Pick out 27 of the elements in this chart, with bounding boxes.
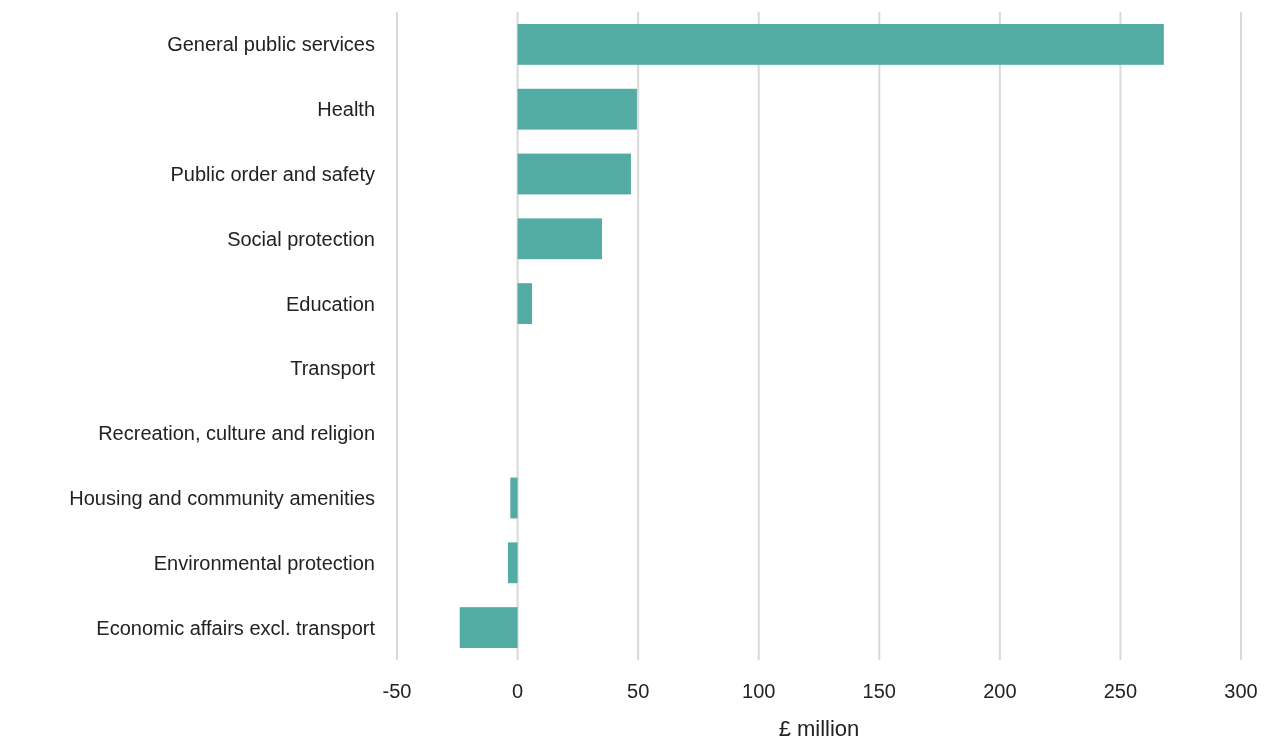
y-tick-label: Health <box>317 98 375 121</box>
x-tick-label: 300 <box>1224 680 1258 702</box>
y-tick-label: Social protection <box>227 227 375 250</box>
bar <box>517 23 1164 65</box>
x-tick-label: 0 <box>512 680 524 702</box>
y-tick-label: Housing and community amenities <box>69 487 375 509</box>
y-tick-label: General public services <box>167 33 375 56</box>
bar <box>510 477 518 519</box>
y-tick-label: Education <box>286 292 375 315</box>
x-tick-label: 100 <box>742 680 776 702</box>
bar <box>517 88 637 130</box>
x-tick-label: 50 <box>627 680 650 702</box>
bar <box>517 218 602 260</box>
bar <box>517 153 631 195</box>
y-tick-label: Recreation, culture and religion <box>98 422 375 445</box>
bar <box>517 283 533 325</box>
y-tick-label: Transport <box>290 357 376 380</box>
y-tick-label: Public order and safety <box>170 163 375 185</box>
x-tick-label: 150 <box>862 680 896 702</box>
bar <box>507 542 518 584</box>
y-tick-label: Economic affairs excl. transport <box>96 616 376 639</box>
x-tick-label: 200 <box>983 680 1017 702</box>
y-tick-label: Environmental protection <box>153 551 375 574</box>
x-tick-label: 250 <box>1103 680 1138 702</box>
x-tick-label: -50 <box>382 680 412 702</box>
x-axis-title: £ million <box>778 716 860 741</box>
bar <box>459 607 518 649</box>
